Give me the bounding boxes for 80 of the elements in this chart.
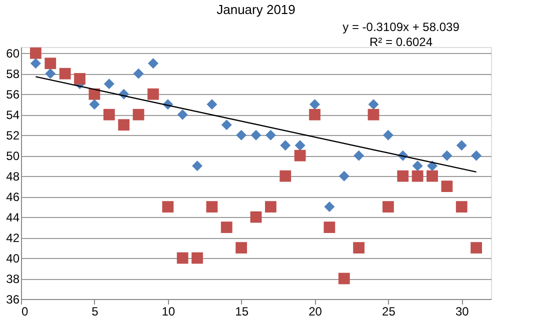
x-tick-label: 5 (92, 304, 99, 318)
point (368, 108, 380, 120)
point (176, 252, 188, 264)
point (206, 201, 218, 213)
x-tick-label: 25 (382, 304, 396, 318)
point (236, 242, 248, 254)
point (45, 68, 56, 79)
point (382, 130, 394, 140)
annotation: R² = 0.6024 (369, 35, 433, 49)
x-tick-label: 30 (455, 304, 470, 318)
point (74, 73, 86, 84)
point (236, 130, 247, 140)
point (192, 160, 202, 172)
point (132, 108, 144, 120)
point (353, 242, 365, 254)
point (280, 140, 291, 151)
point (471, 150, 482, 161)
point (368, 99, 379, 110)
chart-title: January 2019 (216, 2, 296, 17)
y-tick-label: 36 (6, 292, 20, 306)
point (177, 109, 188, 120)
point (412, 170, 424, 182)
point (192, 252, 203, 264)
point (265, 130, 276, 140)
y-tick-label: 58 (6, 67, 20, 82)
point (338, 170, 350, 182)
point (456, 201, 468, 213)
point (59, 68, 71, 80)
point (294, 150, 306, 162)
point (133, 68, 144, 79)
point (382, 201, 394, 213)
point (44, 58, 56, 70)
point (103, 108, 115, 120)
point (397, 170, 409, 182)
x-tick-label: 10 (162, 304, 176, 318)
point (88, 88, 100, 100)
point (148, 58, 158, 69)
y-tick-label: 60 (6, 46, 20, 61)
point (104, 78, 114, 90)
point (221, 120, 232, 130)
point (264, 201, 276, 213)
y-tick-label: 50 (6, 149, 20, 164)
point (456, 140, 467, 151)
y-tick-label: 56 (6, 88, 20, 102)
point (338, 272, 350, 284)
y-tick-label: 46 (6, 190, 20, 204)
point (427, 160, 438, 172)
point (89, 99, 100, 110)
text: y = -0.3109x + 58.039 (342, 20, 460, 34)
point (250, 130, 262, 140)
point (162, 201, 174, 213)
point (470, 242, 482, 254)
y-tick-label: 48 (6, 170, 20, 184)
point (147, 88, 159, 100)
y-tick-label: 38 (6, 272, 20, 286)
point (280, 170, 292, 182)
point (294, 140, 306, 151)
point (354, 150, 364, 161)
point (412, 160, 423, 172)
point (118, 119, 130, 131)
point (30, 58, 41, 69)
y-tick-label: 54 (6, 108, 20, 122)
point (309, 108, 320, 120)
point (426, 170, 438, 182)
point (220, 222, 232, 233)
x-tick-label: 20 (308, 304, 322, 318)
point (324, 202, 335, 212)
point (324, 222, 336, 233)
x-tick-label: 15 (235, 304, 249, 318)
x-tick-label: 0 (22, 304, 28, 318)
y-tick-label: 42 (6, 231, 20, 246)
y-tick-label: 52 (6, 128, 20, 143)
point (250, 211, 262, 223)
point (442, 150, 452, 161)
point (30, 47, 42, 59)
y-tick-label: 44 (6, 210, 20, 225)
y-tick-label: 40 (6, 252, 20, 266)
point (441, 180, 453, 192)
point (310, 99, 320, 110)
point (206, 99, 218, 110)
